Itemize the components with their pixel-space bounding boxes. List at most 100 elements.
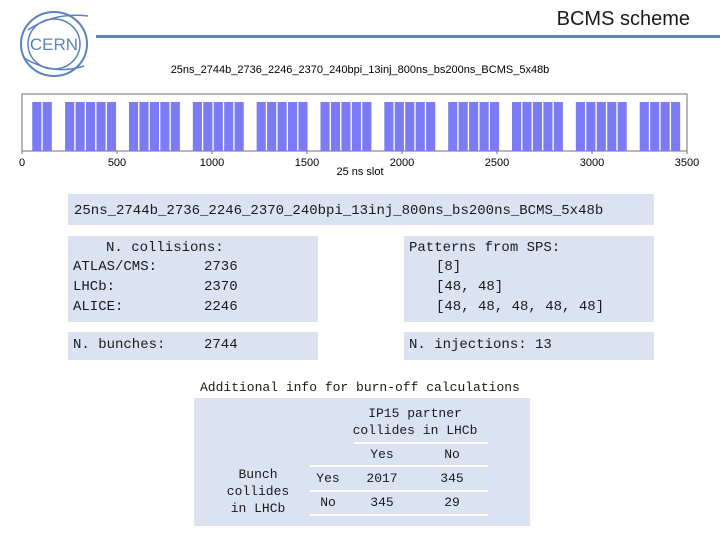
collisions-title: N. collisions:: [106, 240, 224, 256]
x-tick-label: 500: [108, 157, 126, 169]
x-tick-label: 2000: [390, 157, 414, 169]
col-label-no: No: [444, 447, 460, 462]
row-label-yes: Yes: [316, 471, 340, 486]
collisions-value-alice: 2246: [204, 299, 238, 315]
bunch-train-bar: [532, 102, 543, 151]
x-tick-label: 2500: [485, 157, 509, 169]
bunches-value: 2744: [204, 337, 238, 353]
bunch-train-bar: [96, 102, 106, 151]
x-tick-label: 1500: [295, 157, 319, 169]
bunch-train-bar: [553, 102, 563, 151]
filling-scheme-chart: 0 500 1000 1500 2000 2500 3000 3500 25 ns slot: [19, 93, 699, 178]
page-title: BCMS scheme: [556, 8, 690, 30]
bunch-train-bar: [330, 102, 341, 151]
bunch-train-bar: [650, 102, 660, 151]
bunch-train-bar: [384, 102, 394, 151]
scheme-name-box: 25ns_2744b_2736_2246_2370_240bpi_13inj_8…: [68, 194, 654, 225]
injections-text: N. injections: 13: [409, 337, 552, 353]
collisions-value-lhcb: 2370: [204, 279, 238, 295]
row-label-no: No: [320, 495, 336, 510]
table-cell: 345: [370, 495, 394, 510]
bunch-train-bar: [660, 102, 670, 151]
bunch-train-bar: [469, 102, 479, 151]
table-cell: 2017: [366, 471, 398, 486]
bunches-box: N. bunches: 2744: [68, 332, 318, 360]
row-header-line2: collides: [226, 484, 290, 499]
bunch-train-bar: [277, 102, 287, 151]
cern-logo-text: CERN: [30, 35, 78, 54]
bunch-train-bar: [65, 102, 75, 151]
bunch-train-bar: [192, 102, 202, 151]
bunch-train-bar: [458, 102, 468, 151]
bunch-train-bar: [596, 102, 606, 151]
pattern-item: [48, 48, 48, 48, 48]: [436, 299, 605, 315]
table-divider: [310, 490, 488, 492]
bunch-train-bar: [224, 102, 234, 151]
chart-x-axis-label: 25 ns slot: [336, 166, 383, 178]
collisions-label-atlas-cms: ATLAS/CMS:: [73, 259, 158, 275]
bunch-train-bar: [522, 102, 532, 151]
bunch-train-bar: [149, 102, 159, 151]
cern-logo: CERN: [20, 11, 89, 77]
bunch-train-bar: [75, 102, 85, 151]
collisions-label-alice: ALICE:: [73, 299, 124, 315]
scheme-name: 25ns_2744b_2736_2246_2370_240bpi_13inj_8…: [74, 203, 604, 219]
bunch-train-bar: [128, 102, 139, 151]
col-header-line2: collides in LHCb: [352, 423, 478, 438]
bunch-train-bar: [394, 102, 404, 151]
col-header-line1: IP15 partner: [368, 406, 462, 421]
bunch-train-bar: [351, 102, 361, 151]
row-header-line3: in LHCb: [230, 501, 286, 516]
bunch-train-bar: [448, 102, 458, 151]
table-cell: 345: [440, 471, 464, 486]
bunch-train-bar: [639, 102, 649, 151]
bunch-train-bar: [160, 102, 170, 151]
bunch-train-bar: [288, 102, 298, 151]
collisions-value-atlas-cms: 2736: [204, 259, 238, 275]
x-tick-label: 1000: [200, 157, 224, 169]
bunch-train-bar: [256, 102, 266, 151]
bunch-train-bar: [415, 102, 425, 151]
x-tick-label: 3500: [675, 157, 699, 169]
bunch-train-bar: [575, 102, 585, 151]
header-divider: [96, 35, 720, 38]
table-divider: [310, 465, 488, 467]
bunches-label: N. bunches:: [73, 337, 166, 353]
patterns-box: Patterns from SPS: [8] [48, 48] [48, 48,…: [404, 236, 654, 322]
bunch-train-bar: [341, 102, 351, 151]
col-label-yes: Yes: [370, 447, 394, 462]
table-divider: [310, 514, 488, 516]
injections-box: N. injections: 13: [404, 332, 654, 360]
collisions-label-lhcb: LHCb:: [73, 279, 116, 295]
bunch-train-bar: [298, 102, 308, 151]
collisions-box: N. collisions: ATLAS/CMS: 2736 LHCb: 237…: [68, 236, 318, 322]
bunch-train-bar: [234, 102, 244, 151]
bunch-train-bar: [213, 102, 223, 151]
bunch-train-bar: [426, 102, 436, 151]
bunch-train-bar: [32, 102, 42, 151]
bunch-train-bar: [203, 102, 213, 151]
pattern-item: [8]: [436, 259, 462, 275]
burnoff-title: Additional info for burn-off calculation…: [200, 380, 520, 395]
bunch-train-bar: [42, 102, 52, 151]
x-tick-label: 3000: [580, 157, 604, 169]
x-tick-label: 0: [19, 157, 25, 169]
bunch-train-bar: [479, 102, 489, 151]
bunch-train-bar: [106, 102, 117, 151]
bunch-train-bar: [320, 102, 330, 151]
burnoff-table: IP15 partner collides in LHCb Yes No Bun…: [194, 398, 530, 526]
bunch-train-bar: [267, 102, 277, 151]
bunch-train-bar: [543, 102, 553, 151]
bunch-train-bar: [139, 102, 149, 151]
bunch-train-bar: [671, 102, 681, 151]
patterns-title: Patterns from SPS:: [409, 240, 561, 256]
bunch-train-bar: [170, 102, 180, 151]
bunch-train-bar: [607, 102, 617, 151]
bunch-train-bar: [362, 102, 372, 151]
bunch-train-bar: [617, 102, 627, 151]
chart-title: 25ns_2744b_2736_2246_2370_240bpi_13inj_8…: [170, 64, 550, 76]
table-cell: 29: [444, 495, 460, 510]
row-header-line1: Bunch: [238, 467, 278, 482]
bunch-train-bar: [512, 102, 522, 151]
bunch-train-bar: [489, 102, 500, 151]
